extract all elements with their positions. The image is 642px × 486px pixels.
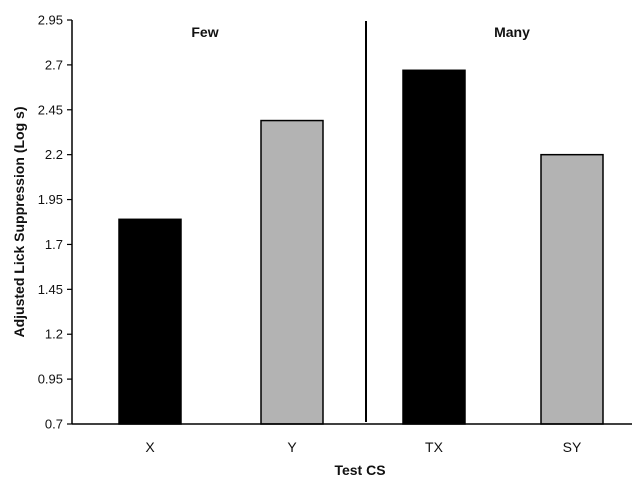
bars-group bbox=[118, 69, 604, 425]
y-tick-label: 2.45 bbox=[38, 102, 63, 117]
y-tick-label: 1.7 bbox=[45, 237, 63, 252]
x-tick-label-tx: TX bbox=[425, 439, 444, 455]
y-tick-label: 1.45 bbox=[38, 282, 63, 297]
panel-label-many: Many bbox=[494, 24, 530, 40]
bar-y bbox=[260, 119, 324, 425]
y-tick-label: 1.2 bbox=[45, 327, 63, 342]
bar-sy bbox=[540, 153, 604, 425]
y-tick-label: 1.95 bbox=[38, 192, 63, 207]
x-axis-tick-labels: X Y TX SY bbox=[145, 439, 582, 455]
bar-tx bbox=[402, 69, 466, 425]
y-tick-label: 2.2 bbox=[45, 147, 63, 162]
panel-label-few: Few bbox=[191, 24, 218, 40]
x-tick-label-x: X bbox=[145, 439, 155, 455]
y-tick-label: 2.95 bbox=[38, 13, 63, 28]
y-tick-label: 0.95 bbox=[38, 372, 63, 387]
x-axis-title: Test CS bbox=[334, 462, 385, 478]
y-axis-title: Adjusted Lick Suppression (Log s) bbox=[11, 106, 27, 337]
bar-x bbox=[118, 218, 182, 425]
x-tick-label-sy: SY bbox=[563, 439, 582, 455]
y-axis-ticks: 0.7 0.95 1.2 1.45 1.7 1.95 2.2 2.45 2.7 2.95 bbox=[38, 13, 72, 432]
x-tick-label-y: Y bbox=[287, 439, 297, 455]
y-tick-label: 2.7 bbox=[45, 57, 63, 72]
y-tick-label: 0.7 bbox=[45, 417, 63, 432]
